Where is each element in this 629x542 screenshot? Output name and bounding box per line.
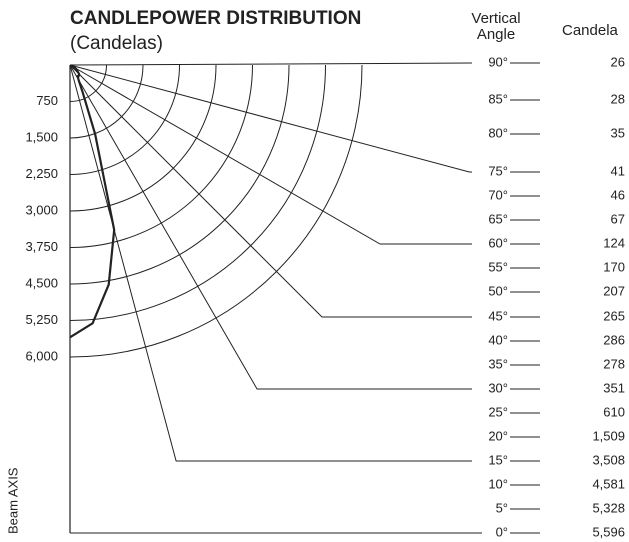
r-tick-label: 3,750 bbox=[25, 239, 58, 254]
r-tick-label: 2,250 bbox=[25, 166, 58, 181]
angle-label: 65° bbox=[488, 211, 508, 226]
angle-line bbox=[69, 62, 473, 66]
r-tick-label: 6,000 bbox=[25, 348, 58, 363]
candela-curve bbox=[69, 64, 116, 339]
angle-header: Vertical Angle bbox=[471, 10, 521, 43]
angle-line bbox=[69, 64, 472, 173]
value-label: 3,508 bbox=[592, 452, 625, 467]
angle-label: 55° bbox=[488, 259, 508, 274]
value-label: 265 bbox=[603, 308, 625, 323]
value-label: 1,509 bbox=[592, 428, 625, 443]
value-label: 5,328 bbox=[592, 500, 625, 515]
value-label: 46 bbox=[611, 187, 625, 202]
angle-line bbox=[69, 64, 472, 390]
value-header: Candela bbox=[562, 22, 618, 39]
value-label: 28 bbox=[611, 91, 625, 106]
angle-label: 0° bbox=[496, 524, 508, 539]
value-label: 351 bbox=[603, 380, 625, 395]
r-tick-label: 3,000 bbox=[25, 202, 58, 217]
angle-line bbox=[69, 64, 472, 245]
value-label: 278 bbox=[603, 356, 625, 371]
axis-label: Beam AXIS bbox=[5, 467, 20, 534]
angle-label: 5° bbox=[496, 500, 508, 515]
value-label: 41 bbox=[611, 163, 625, 178]
angle-label: 25° bbox=[488, 404, 508, 419]
angle-label: 80° bbox=[488, 125, 508, 140]
angle-label: 10° bbox=[488, 476, 508, 491]
angle-label: 50° bbox=[488, 283, 508, 298]
angle-label: 40° bbox=[488, 332, 508, 347]
angle-label: 15° bbox=[488, 452, 508, 467]
chart-title: CANDLEPOWER DISTRIBUTION bbox=[70, 8, 362, 29]
r-tick-label: 4,500 bbox=[25, 275, 58, 290]
value-label: 35 bbox=[611, 125, 625, 140]
value-label: 4,581 bbox=[592, 476, 625, 491]
angle-line bbox=[69, 64, 472, 462]
value-label: 207 bbox=[603, 283, 625, 298]
angle-label: 30° bbox=[488, 380, 508, 395]
angle-label: 35° bbox=[488, 356, 508, 371]
angle-label: 90° bbox=[488, 54, 508, 69]
value-label: 610 bbox=[603, 404, 625, 419]
value-label: 67 bbox=[611, 211, 625, 226]
angle-label: 70° bbox=[488, 187, 508, 202]
r-tick-label: 750 bbox=[36, 93, 58, 108]
r-tick-label: 1,500 bbox=[25, 129, 58, 144]
angle-label: 85° bbox=[488, 91, 508, 106]
value-label: 170 bbox=[603, 259, 625, 274]
value-label: 124 bbox=[603, 235, 625, 250]
angle-label: 60° bbox=[488, 235, 508, 250]
chart-subtitle: (Candelas) bbox=[70, 33, 163, 54]
angle-label: 20° bbox=[488, 428, 508, 443]
value-label: 286 bbox=[603, 332, 625, 347]
angle-label: 45° bbox=[488, 308, 508, 323]
angle-label: 75° bbox=[488, 163, 508, 178]
value-label: 5,596 bbox=[592, 524, 625, 539]
angle-line bbox=[69, 64, 472, 318]
value-label: 26 bbox=[611, 54, 625, 69]
r-tick-label: 5,250 bbox=[25, 312, 58, 327]
